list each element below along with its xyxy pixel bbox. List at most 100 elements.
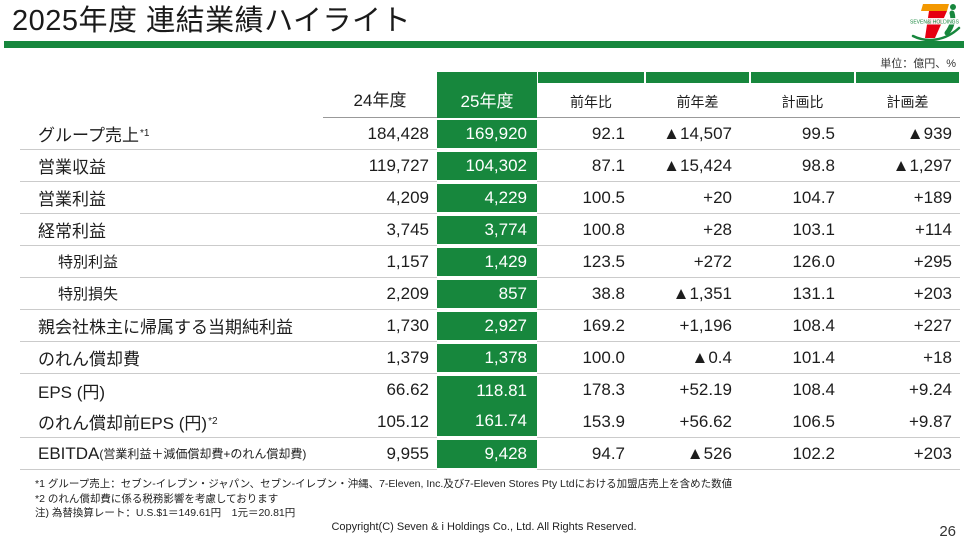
value-plan-diff: +203 [855,438,960,471]
col-header-yoy-diff: 前年差 [645,72,750,119]
value-yoy-ratio: 100.0 [537,342,645,375]
value-fy25-cell: 857 [437,278,537,310]
copyright: Copyright(C) Seven & i Holdings Co., Ltd… [331,521,637,533]
row-label-text: 営業収益 [38,158,106,178]
value-fy24: 66.62 [386,380,429,400]
table-row: 営業収益 119,727 104,302 87.1 ▲15,424 98.8 ▲1,297 [20,150,960,183]
value-fy24: 1,730 [323,310,437,343]
value-yoy-diff: ▲526 [645,438,750,471]
value-plan-ratio: 101.4 [750,342,855,375]
title-underline [4,41,964,49]
value-yoy-diff: +20 [645,182,750,215]
value-fy25: 161.74 [437,406,537,437]
value-plan-ratio: 126.0 [750,246,855,279]
row-label: 営業収益 [20,150,323,183]
table-row: 営業利益 4,209 4,229 100.5 +20 104.7 +189 [20,182,960,215]
value-fy25-cell: 2,927 [437,310,537,342]
value-fy24: 1,157 [323,246,437,279]
value-fy25: 1,429 [437,248,537,277]
row-label-text: 営業利益 [38,190,106,210]
footnote-marker: *1 [139,128,150,140]
value-fy24: 105.12 [323,406,437,439]
row-label: 親会社株主に帰属する当期純利益 [20,310,323,343]
value-fy25-cell: 9,428 [437,438,537,470]
value-plan-ratio: 98.8 [750,150,855,183]
table-row: 特別利益 1,157 1,429 123.5 +272 126.0 +295 [20,246,960,279]
unit-label: 単位：億円、% [880,58,956,71]
value-plan-diff: +18 [855,342,960,375]
col-header-fy24: 24年度 [323,72,437,119]
row-label: 特別損失 [20,278,323,311]
value-fy24: 9,955 [323,438,437,471]
value-plan-ratio: 108.4 [792,380,835,400]
value-yoy-ratio: 153.9 [537,406,645,439]
row-label-text: 特別利益 [58,254,119,272]
footnotes: *1 グループ売上：セブン-イレブン・ジャパン、セブン-イレブン・沖縄、7-El… [35,477,968,520]
value-yoy-diff: +28 [645,214,750,247]
value-fy24: 119,727 [323,150,437,183]
value-yoy-ratio: 92.1 [537,118,645,151]
row-label-note: (営業利益＋減価償却費+のれん償却費) [99,447,307,462]
value-fy25: 9,428 [437,440,537,469]
value-yoy-diff: +52.19 [679,380,732,400]
row-label-text: のれん償却費 [38,350,140,370]
value-yoy-ratio: 178.3 [582,380,625,400]
value-fy24: 184,428 [323,118,437,151]
value-fy25: 1,378 [437,344,537,373]
value-plan-ratio: 106.5 [750,406,855,439]
value-yoy-diff: +272 [645,246,750,279]
value-yoy-diff: +1,196 [645,310,750,343]
value-yoy-ratio: 100.5 [537,182,645,215]
value-plan-ratio: 108.4 [750,310,855,343]
table-row: のれん償却前EPS (円) *2 105.12 161.74 153.9 +56.62 10… [20,406,960,439]
row-label-text: EBITDA [38,443,100,463]
row-label-text: のれん償却前EPS (円) [38,414,208,434]
value-plan-diff: +189 [855,182,960,215]
col-header-empty [20,72,323,118]
col-header-fy24-label: 24年度 [353,91,407,111]
value-plan-diff: +203 [855,278,960,311]
col-header-plan-diff-label: 計画差 [886,94,929,111]
table-row: 特別損失 2,209 857 38.8 ▲1,351 131.1 +203 [20,278,960,311]
value-plan-ratio: 99.5 [750,118,855,151]
col-header-plan-ratio: 計画比 [750,72,855,119]
value-fy25-cell: 1,378 [437,342,537,374]
results-table: 24年度 25年度 前年比 前年差 計画比 計画差 グループ売上 *1 184,42… [20,72,960,471]
value-plan-diff: +227 [855,310,960,343]
table-row: 親会社株主に帰属する当期純利益 1,730 2,927 169.2 +1,196 108.… [20,310,960,343]
row-label-text: グループ売上 [38,126,139,146]
value-plan-ratio: 104.7 [750,182,855,215]
value-plan-diff: +9.87 [855,406,960,439]
row-label-text: EPS (円) [38,382,106,402]
value-fy24: 1,379 [323,342,437,375]
value-fy25-cell: 118.81 [437,374,537,407]
value-yoy-ratio: 169.2 [537,310,645,343]
row-label-text: 特別損失 [58,286,119,304]
page-number: 26 [939,523,956,540]
value-yoy-ratio: 100.8 [537,214,645,247]
value-plan-diff: ▲939 [855,118,960,151]
row-label: EBITDA (営業利益＋減価償却費+のれん償却費) [20,438,323,471]
seven-i-holdings-logo: SEVEN&i HOLDINGS [908,4,962,42]
logo-text: SEVEN&i HOLDINGS [910,20,960,26]
green-bar [856,72,959,84]
value-fy24: 3,745 [323,214,437,247]
footnote-marker: *2 [208,416,218,428]
value-fy25: 2,927 [437,312,537,341]
col-header-yoy-ratio: 前年比 [537,72,645,119]
row-label: EPS (円) [20,374,323,406]
value-yoy-ratio: 123.5 [537,246,645,279]
value-plan-ratio: 103.1 [750,214,855,247]
col-header-plan-ratio-label: 計画比 [781,94,824,111]
value-fy25-cell: 3,774 [437,214,537,246]
value-fy25: 4,229 [437,184,537,213]
green-bar [646,72,749,84]
value-yoy-diff: ▲14,507 [645,118,750,151]
value-fy25-cell: 161.74 [437,406,537,438]
value-yoy-diff: +56.62 [645,406,750,439]
value-fy25: 857 [437,280,537,309]
table-row: 経常利益 3,745 3,774 100.8 +28 103.1 +114 [20,214,960,247]
value-plan-diff: +295 [855,246,960,279]
row-label-text: 経常利益 [38,222,106,242]
